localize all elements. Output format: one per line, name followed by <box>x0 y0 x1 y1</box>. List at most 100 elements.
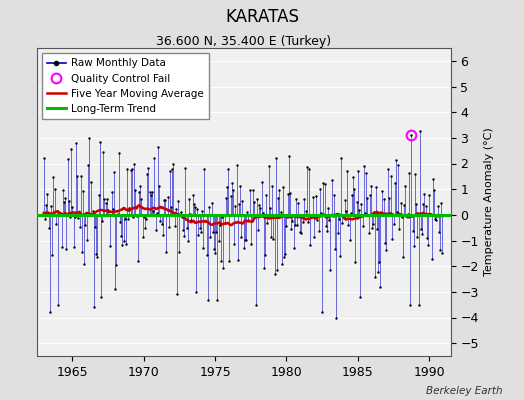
Point <box>181 165 190 171</box>
Point <box>195 224 204 231</box>
Point <box>221 220 229 226</box>
Point <box>385 195 393 202</box>
Point <box>191 204 199 210</box>
Point <box>382 247 390 253</box>
Point <box>71 214 79 220</box>
Point <box>265 163 273 169</box>
Point <box>297 230 305 236</box>
Point <box>398 214 406 220</box>
Point <box>133 213 141 220</box>
Point <box>205 204 213 210</box>
Point <box>124 216 133 222</box>
Point <box>309 194 317 200</box>
Text: Berkeley Earth: Berkeley Earth <box>427 386 503 396</box>
Point <box>348 191 356 198</box>
Point <box>154 144 162 150</box>
Legend: Raw Monthly Data, Quality Control Fail, Five Year Moving Average, Long-Term Tren: Raw Monthly Data, Quality Control Fail, … <box>42 53 209 119</box>
Point <box>169 160 178 167</box>
Point <box>329 212 337 219</box>
Point <box>333 230 342 236</box>
Point <box>185 196 193 203</box>
Point <box>267 234 275 240</box>
Point <box>247 241 255 247</box>
Point <box>392 157 400 164</box>
Point <box>407 132 416 138</box>
Point <box>357 200 366 207</box>
Point <box>230 240 238 247</box>
Point <box>142 216 150 223</box>
Point <box>67 145 75 152</box>
Point <box>156 218 165 224</box>
Point <box>373 226 381 232</box>
Point <box>350 186 358 192</box>
Point <box>209 229 217 236</box>
Point <box>420 191 429 198</box>
Point <box>353 198 361 205</box>
Point <box>261 252 269 258</box>
Point <box>239 244 248 251</box>
Point <box>310 234 318 240</box>
Point <box>104 206 112 213</box>
Point <box>366 192 374 198</box>
Point <box>438 250 446 256</box>
Point <box>47 203 55 209</box>
Point <box>232 162 241 168</box>
Point <box>75 224 84 230</box>
Point <box>253 196 261 202</box>
Point <box>262 192 270 199</box>
Point <box>317 210 325 216</box>
Point <box>81 221 90 228</box>
Point <box>358 223 367 230</box>
Point <box>274 195 282 201</box>
Point <box>192 289 200 295</box>
Point <box>118 242 126 248</box>
Point <box>423 235 431 241</box>
Point <box>346 210 355 216</box>
Point <box>93 254 102 260</box>
Point <box>291 222 299 228</box>
Point <box>241 237 249 244</box>
Point <box>252 302 260 308</box>
Point <box>91 224 99 230</box>
Point <box>119 238 128 244</box>
Point <box>340 214 348 221</box>
Point <box>302 164 311 170</box>
Point <box>421 203 430 209</box>
Point <box>131 187 139 194</box>
Point <box>437 200 445 206</box>
Point <box>432 216 441 223</box>
Point <box>152 209 161 216</box>
Point <box>376 284 385 290</box>
Point <box>58 244 66 250</box>
Point <box>351 259 359 265</box>
Point <box>225 258 234 264</box>
Point <box>325 217 333 223</box>
Point <box>335 216 343 222</box>
Point <box>397 200 405 206</box>
Point <box>394 162 402 168</box>
Point <box>69 244 78 250</box>
Point <box>219 265 227 271</box>
Point <box>72 140 80 146</box>
Point <box>401 183 410 189</box>
Title: 36.600 N, 35.400 E (Turkey): 36.600 N, 35.400 E (Turkey) <box>156 35 331 48</box>
Point <box>250 198 258 205</box>
Point <box>283 191 292 197</box>
Point <box>144 164 152 171</box>
Point <box>313 216 322 223</box>
Point <box>258 210 267 216</box>
Point <box>323 228 331 234</box>
Point <box>361 210 369 216</box>
Point <box>332 314 341 321</box>
Point <box>315 186 324 192</box>
Point <box>227 180 236 186</box>
Point <box>49 174 58 180</box>
Point <box>116 219 124 225</box>
Point <box>196 229 205 235</box>
Point <box>211 249 220 256</box>
Point <box>312 193 320 199</box>
Point <box>223 183 231 190</box>
Point <box>286 190 294 196</box>
Point <box>200 166 209 172</box>
Point <box>51 220 60 227</box>
